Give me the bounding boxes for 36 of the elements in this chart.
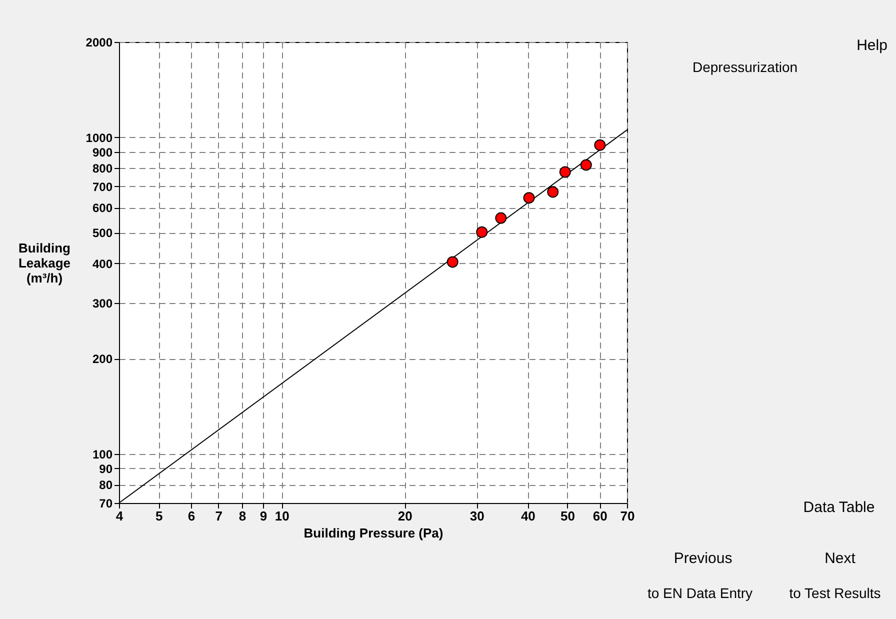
- x-tick-label: 40: [520, 508, 536, 524]
- text: to Test Results: [789, 585, 881, 601]
- x-tick-label: 50: [560, 508, 576, 524]
- text: to EN Data Entry: [647, 585, 753, 601]
- y-tick-label: 90: [99, 462, 113, 476]
- y-tick-label: 70: [99, 496, 113, 510]
- x-axis-title: Building Pressure (Pa): [304, 526, 444, 540]
- x-tick-label: 8: [238, 508, 246, 524]
- text: Help: [856, 37, 888, 54]
- x-tick-label: 9: [260, 508, 268, 524]
- text: Data Table: [803, 499, 875, 516]
- text: Next: [824, 550, 856, 567]
- x-tick-label: 5: [155, 508, 163, 524]
- x-tick-label: 70: [620, 508, 635, 524]
- x-tick-label: 6: [188, 508, 196, 524]
- text: Depressurization: [692, 59, 798, 75]
- x-tick-label: 20: [398, 508, 412, 524]
- y-tick-label: 800: [92, 162, 113, 176]
- y-tick-label: 80: [99, 478, 113, 492]
- y-tick-label: 900: [92, 145, 113, 160]
- y-tick-label: 600: [92, 201, 113, 216]
- y-tick-label: 700: [92, 180, 113, 194]
- y-tick-label: 400: [92, 256, 113, 271]
- text: Previous: [674, 550, 732, 567]
- y-tick-label: 2000: [86, 36, 113, 50]
- x-tick-label: 4: [116, 508, 124, 524]
- y-axis-title: Building Leakage (m³/h): [18, 240, 71, 286]
- y-tick-label: 1000: [86, 130, 113, 145]
- y-tick-label: 200: [92, 352, 113, 366]
- y-tick-label: 100: [92, 447, 113, 462]
- x-tick-label: 30: [470, 508, 484, 524]
- x-tick-label: 10: [274, 508, 290, 524]
- y-tick-label: 300: [92, 296, 113, 310]
- x-tick-label: 60: [592, 508, 608, 524]
- y-tick-label: 500: [92, 226, 113, 240]
- x-tick-label: 7: [215, 508, 222, 524]
